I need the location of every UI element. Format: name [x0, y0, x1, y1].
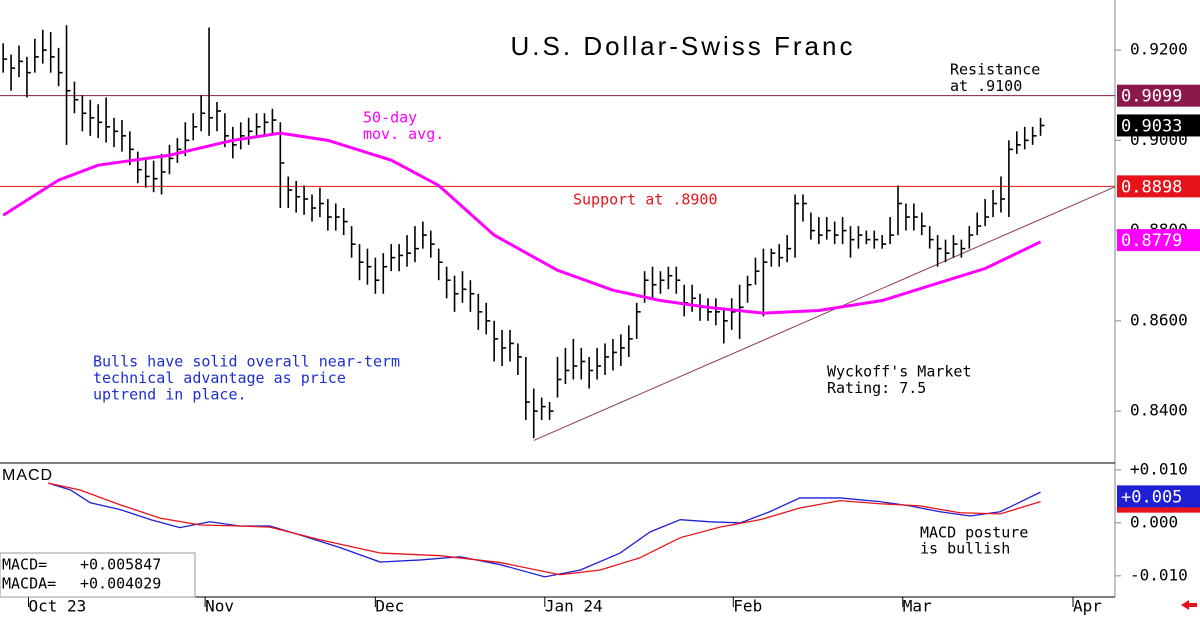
- annotation: Bulls have solid overall near-term: [93, 353, 400, 371]
- y-tick-label: 0.8600: [1130, 310, 1188, 329]
- readout-value: +0.005847: [80, 556, 161, 574]
- price-tag: [1117, 114, 1200, 137]
- price-tag: [1117, 175, 1200, 198]
- annotation: Rating: 7.5: [827, 379, 926, 397]
- annotation: technical advantage as price: [93, 369, 346, 387]
- price-tag: [1117, 229, 1200, 252]
- annotation: at .9100: [950, 77, 1022, 95]
- annotation: Resistance: [950, 61, 1040, 79]
- annotation: 50-day: [363, 109, 417, 127]
- y-tick-label: 0.9200: [1130, 40, 1188, 59]
- readout-name: MACDA=: [2, 575, 56, 593]
- readout-name: MACD=: [2, 556, 47, 574]
- price-tag-label: +0.005: [1121, 487, 1182, 507]
- price-tag-label: 0.8898: [1121, 177, 1182, 197]
- annotation: Support at .8900: [573, 191, 718, 209]
- readout-value: +0.004029: [80, 575, 161, 593]
- panel-label: MACD: [2, 467, 53, 484]
- annotation: MACD posture: [920, 524, 1028, 542]
- price-tag-label: 0.9033: [1121, 116, 1182, 136]
- y-tick-label: 0.000: [1130, 512, 1178, 531]
- y-tick-label: 0.8400: [1130, 401, 1188, 420]
- y-tick-label: -0.010: [1130, 565, 1188, 584]
- scroll-arrow: [1181, 600, 1197, 610]
- trend-line: [533, 186, 1116, 441]
- price-tag-label: 0.9099: [1121, 87, 1182, 107]
- annotation: is bullish: [920, 540, 1010, 558]
- x-tick-label: Apr: [1073, 597, 1102, 616]
- x-tick-label: Feb: [733, 597, 762, 616]
- y-tick-label: +0.010: [1130, 459, 1188, 478]
- x-tick-label: Dec: [375, 597, 404, 616]
- annotation: uptrend in place.: [93, 386, 247, 404]
- price-tag: [1117, 84, 1200, 107]
- price-tag-label: 0.8779: [1121, 231, 1182, 251]
- chart-title: U.S. Dollar-Swiss Franc: [511, 31, 856, 61]
- annotation: mov. avg.: [363, 125, 444, 143]
- readout-box: [0, 552, 196, 598]
- annotation: Wyckoff's Market: [827, 363, 972, 381]
- x-tick-label: Nov: [205, 597, 234, 616]
- x-tick-label: Jan 24: [545, 597, 603, 616]
- macd-line: [48, 482, 1041, 576]
- macd-line: [48, 482, 1041, 578]
- x-tick-label: Mar: [903, 597, 932, 616]
- price-tag: [1117, 485, 1200, 508]
- moving-average: [2, 131, 1042, 315]
- x-tick-label: Oct 23: [29, 597, 87, 616]
